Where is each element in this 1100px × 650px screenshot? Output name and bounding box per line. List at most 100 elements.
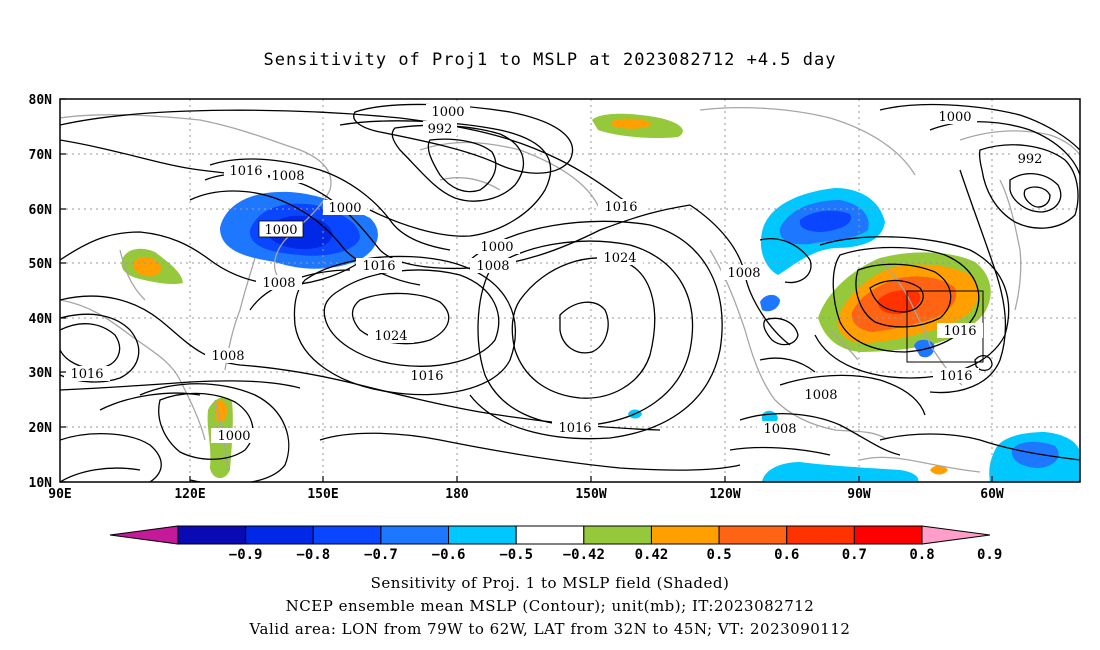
svg-text:1000: 1000	[431, 105, 464, 120]
contour-label: 992	[1013, 151, 1047, 167]
colorbar-label: 0.7	[842, 547, 867, 563]
colorbar-label: −0.7	[364, 547, 398, 563]
contour-label: 1016	[64, 366, 110, 382]
lat-label: 20N	[29, 421, 53, 436]
colorbar-segment	[650, 525, 720, 545]
svg-text:1008: 1008	[763, 422, 796, 437]
colorbar-label: 0.8	[909, 547, 934, 563]
svg-text:1024: 1024	[374, 329, 407, 344]
contour-label: 1008	[721, 265, 767, 281]
plot-frame	[59, 98, 1081, 483]
plot-title: Sensitivity of Proj1 to MSLP at 20230827…	[263, 50, 837, 70]
colorbar: −0.9 −0.8 −0.7 −0.6 −0.5 −0.42 0.42 0.5 0.6 0.7 0.…	[109, 525, 1002, 563]
contour-label: 1024	[597, 250, 643, 266]
contour-label: 1024	[368, 328, 414, 344]
lon-label: 90E	[48, 487, 71, 502]
lat-label: 50N	[29, 257, 53, 272]
lon-label: 120E	[174, 487, 205, 502]
contour-label: 1000	[258, 220, 304, 238]
colorbar-segment	[853, 525, 923, 545]
negative-sensitivity-canada-max	[799, 210, 851, 232]
lon-label: 180	[445, 487, 469, 502]
caption-contour: NCEP ensemble mean MSLP (Contour); unit(…	[285, 597, 815, 615]
colorbar-segment	[245, 525, 314, 545]
svg-text:1016: 1016	[943, 324, 976, 339]
lat-label: 80N	[29, 93, 53, 108]
svg-text:992: 992	[1018, 152, 1043, 167]
colorbar-label: 0.42	[635, 547, 669, 563]
contour-label: 1008	[256, 275, 302, 291]
lon-label: 60W	[980, 487, 1004, 502]
svg-text:1016: 1016	[410, 369, 443, 384]
svg-text:992: 992	[428, 122, 453, 137]
svg-text:1008: 1008	[804, 388, 837, 403]
positive-sensitivity-atlantic-max	[877, 290, 921, 315]
lat-label: 40N	[29, 312, 53, 327]
colorbar-label: 0.9	[977, 547, 1002, 563]
colorbar-segment	[177, 525, 247, 545]
lon-label: 90W	[847, 487, 871, 502]
svg-text:1016: 1016	[70, 367, 103, 382]
contour-label: 1016	[552, 420, 598, 436]
positive-sensitivity-core	[133, 256, 162, 277]
lat-label: 60N	[29, 203, 53, 218]
contour-label: 1016	[404, 368, 450, 384]
contour-label: 1000	[426, 104, 470, 120]
colorbar-label: −0.8	[296, 547, 330, 563]
svg-text:1016: 1016	[229, 164, 262, 179]
svg-text:1008: 1008	[476, 259, 509, 274]
positive-sensitivity-arctic-core	[612, 118, 652, 129]
svg-text:1016: 1016	[939, 369, 972, 384]
colorbar-min-triangle	[109, 525, 179, 545]
colorbar-label: −0.42	[563, 547, 605, 563]
colorbar-segment	[380, 525, 450, 545]
svg-text:1016: 1016	[558, 421, 591, 436]
lon-label: 150W	[575, 487, 606, 502]
svg-text:1008: 1008	[271, 169, 304, 184]
svg-text:1008: 1008	[262, 276, 295, 291]
coastlines	[60, 106, 1080, 473]
latitude-labels: 80N 70N 60N 50N 40N 30N 20N 10N	[29, 93, 53, 491]
svg-text:1000: 1000	[480, 240, 513, 255]
axis-ticks	[60, 98, 993, 483]
contour-label: 1016	[224, 163, 268, 179]
contour-label: 1008	[798, 387, 844, 403]
contour-label: 1016	[598, 199, 644, 215]
colorbar-segment	[718, 525, 788, 545]
lat-label: 30N	[29, 366, 53, 381]
contour-label: 1008	[270, 168, 306, 184]
caption-valid-area: Valid area: LON from 79W to 62W, LAT fro…	[249, 620, 851, 638]
lon-label: 120W	[709, 487, 740, 502]
caption-shading: Sensitivity of Proj. 1 to MSLP field (Sh…	[370, 574, 730, 592]
contour-label: 1000	[323, 200, 367, 216]
svg-text:1000: 1000	[264, 223, 297, 238]
svg-text:1008: 1008	[211, 349, 244, 364]
negative-sensitivity-plains	[760, 294, 780, 312]
contour-label: 1008	[470, 258, 516, 274]
lat-label: 70N	[29, 148, 53, 163]
contour-label: 1000	[933, 109, 977, 125]
contour-label: 1016	[933, 368, 979, 384]
svg-text:1000: 1000	[217, 429, 250, 444]
negative-sensitivity-atlantic-spot	[914, 339, 935, 358]
lon-label: 150E	[307, 487, 338, 502]
colorbar-max-triangle	[921, 525, 991, 545]
contour-label: 1008	[757, 421, 803, 437]
contour-label: 1000	[211, 428, 257, 444]
colorbar-label: 0.5	[706, 547, 731, 563]
svg-text:1024: 1024	[603, 251, 636, 266]
colorbar-segment	[448, 525, 517, 545]
colorbar-label: −0.6	[432, 547, 466, 563]
svg-text:1016: 1016	[604, 200, 637, 215]
svg-text:1000: 1000	[328, 201, 361, 216]
contour-label: 1016	[937, 323, 983, 339]
colorbar-label: −0.5	[499, 547, 533, 563]
lat-label: 10N	[29, 476, 53, 491]
contour-label: 1016	[356, 258, 402, 274]
colorbar-segment	[786, 525, 855, 545]
colorbar-segment	[515, 525, 585, 545]
contour-label: 992	[423, 121, 457, 137]
svg-text:1000: 1000	[938, 110, 971, 125]
colorbar-segment	[583, 525, 652, 545]
